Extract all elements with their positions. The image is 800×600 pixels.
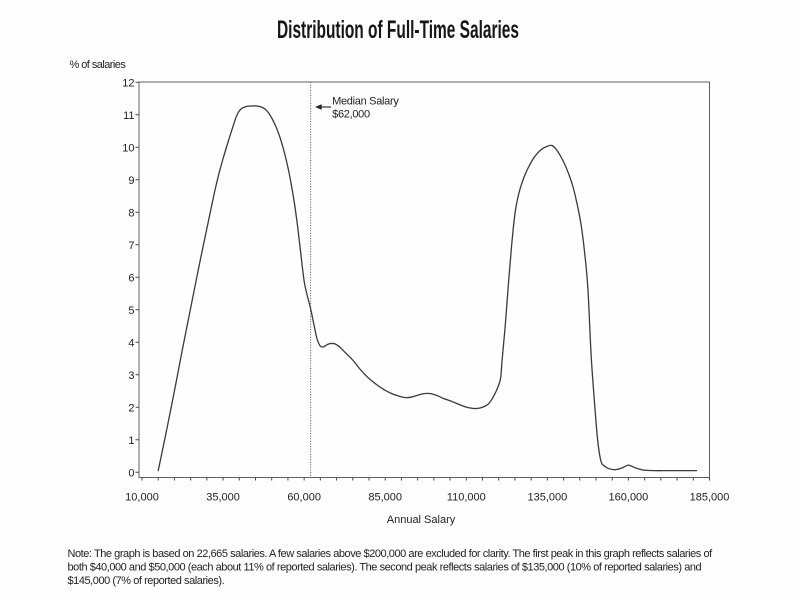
x-tick-label: 35,000	[206, 492, 240, 504]
y-tick-label: 7	[128, 240, 134, 252]
chart-title: Distribution of Full-Time Salaries	[277, 16, 519, 44]
footnote-line-1: Note: The graph is based on 22,665 salar…	[68, 548, 714, 560]
footnote: Note: The graph is based on 22,665 salar…	[68, 548, 714, 587]
y-tick-label: 12	[122, 77, 134, 89]
y-axis-title: % of salaries	[70, 59, 127, 71]
y-tick-label: 0	[128, 467, 134, 479]
median-annotation: Median Salary $62,000	[315, 96, 400, 121]
y-tick-label: 6	[128, 272, 134, 284]
median-annotation-label: Median Salary	[332, 96, 399, 108]
x-tick-label: 185,000	[690, 492, 730, 504]
y-tick-label: 11	[123, 110, 134, 122]
y-tick-label: 1	[128, 435, 134, 447]
y-tick-label: 10	[122, 142, 134, 154]
y-tick-label: 4	[128, 337, 134, 349]
footnote-line-3: $145,000 (7% of reported salaries).	[68, 575, 225, 587]
x-tick-label: 110,000	[447, 492, 486, 504]
plot-area-border	[138, 81, 710, 478]
y-tick-label: 2	[128, 402, 134, 414]
x-tick-label: 135,000	[527, 492, 567, 504]
x-tick-label: 60,000	[287, 492, 321, 504]
y-tick-label: 5	[128, 305, 134, 317]
y-tick-label: 8	[128, 207, 134, 219]
median-annotation-value: $62,000	[332, 109, 370, 121]
x-axis-ticks: 10,000 35,000 60,000 85,000 110,000 135,000 16…	[125, 477, 730, 504]
median-arrowhead-icon	[315, 104, 322, 110]
footnote-line-2: both $40,000 and $50,000 (each about 11%…	[68, 562, 702, 574]
x-tick-label: 10,000	[125, 492, 159, 504]
x-tick-label: 85,000	[368, 492, 402, 504]
y-tick-label: 9	[128, 175, 134, 187]
x-tick-label: 160,000	[609, 492, 649, 504]
x-axis-title: Annual Salary	[387, 514, 456, 526]
y-tick-label: 3	[128, 370, 134, 382]
salary-density-curve	[157, 105, 698, 472]
